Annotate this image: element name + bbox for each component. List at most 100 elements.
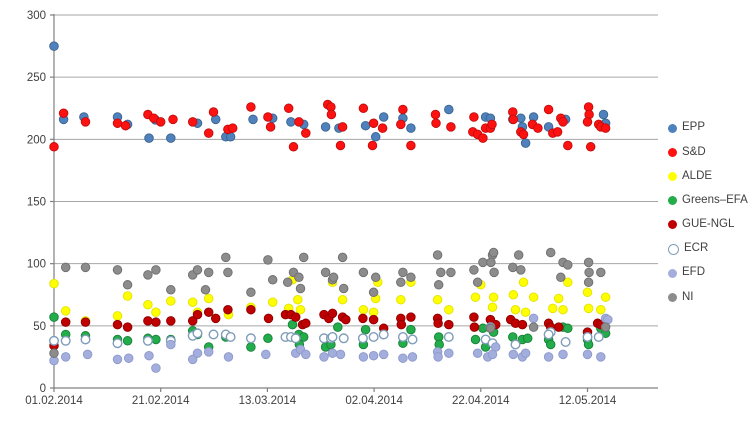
data-point-gue-ngl (301, 318, 311, 329)
data-point-ni (508, 262, 518, 273)
data-point-alde (151, 307, 161, 317)
data-point-ni (200, 285, 211, 295)
data-point-gue-ngl (192, 309, 203, 320)
data-point-ni (267, 275, 278, 285)
data-point-s-d (263, 112, 273, 122)
data-point-efd (508, 349, 519, 360)
data-point-alde (558, 304, 568, 315)
data-point-s-d (396, 119, 406, 130)
data-point-s-d (585, 142, 596, 152)
data-point-gue-ngl (433, 318, 443, 329)
data-point-ni (192, 265, 203, 275)
data-point-alde (487, 302, 498, 312)
data-point-gue-ngl (396, 319, 407, 330)
data-point-alde (583, 303, 594, 314)
data-point-ecr (338, 333, 349, 344)
data-point-s-d (227, 123, 238, 133)
data-point-gue-ngl (341, 314, 351, 325)
data-point-s-d (246, 102, 256, 112)
legend-label: EFD (682, 266, 705, 279)
data-point-ecr (582, 332, 593, 343)
legend-label: ALDE (682, 169, 713, 182)
data-point-alde (548, 303, 558, 314)
data-point-alde (49, 278, 59, 289)
data-point-gue-ngl (368, 314, 379, 325)
data-point-greens-efa (122, 336, 133, 346)
data-point-alde (143, 299, 153, 310)
data-point-s-d (288, 142, 299, 152)
data-point-efd (123, 353, 134, 363)
data-point-greens-efa (360, 324, 371, 335)
legend-item-epp: EPP (666, 116, 748, 140)
data-point-s-d (398, 104, 408, 115)
data-point-efd (487, 349, 498, 360)
data-point-ni (368, 287, 379, 298)
data-point-s-d (543, 104, 554, 115)
data-point-alde (563, 277, 573, 288)
data-point-s-d (58, 108, 69, 118)
data-point-ni (60, 262, 71, 273)
data-point-efd (444, 348, 454, 358)
data-point-efd (582, 349, 593, 360)
data-point-gue-ngl (263, 313, 274, 324)
data-point-ecr (378, 329, 389, 340)
legend-label: Greens–EFA (682, 193, 748, 206)
data-point-epp (370, 132, 381, 142)
legend-item-sd: S&D (666, 140, 748, 164)
data-point-s-d (283, 103, 294, 114)
data-point-ni (122, 280, 133, 290)
data-point-s-d (431, 118, 441, 128)
alde-marker-icon (668, 171, 677, 181)
ecr-marker-icon (668, 243, 679, 255)
data-point-ni (396, 277, 406, 288)
data-point-gue-ngl (290, 312, 301, 322)
data-point-gue-ngl (151, 317, 161, 327)
data-point-ecr (80, 334, 91, 345)
data-point-alde (396, 294, 406, 305)
data-point-ni (556, 272, 566, 283)
gue-ngl-marker-icon (668, 220, 677, 230)
data-point-gue-ngl (166, 316, 176, 326)
data-point-ni (398, 267, 408, 278)
efd-marker-icon (668, 268, 677, 278)
data-point-efd (151, 363, 161, 373)
data-point-efd (223, 352, 234, 362)
data-point-ni (563, 260, 573, 270)
data-point-efd (596, 352, 606, 362)
data-point-efd (407, 352, 418, 362)
data-point-gue-ngl (517, 319, 528, 330)
data-point-ni (489, 267, 499, 278)
data-point-efd (203, 347, 214, 357)
legend-label: NI (682, 290, 694, 303)
data-point-alde (600, 292, 611, 302)
data-point-gue-ngl (112, 319, 123, 330)
data-point-greens-efa (246, 342, 256, 352)
data-point-efd (144, 350, 154, 361)
data-point-ni (166, 285, 176, 295)
y-tick-label: 250 (27, 72, 46, 84)
data-point-epp (320, 122, 331, 132)
data-point-ecr (327, 332, 338, 343)
data-point-alde (508, 290, 519, 300)
data-point-epp (286, 117, 296, 127)
data-point-s-d (120, 120, 131, 131)
data-point-efd (398, 353, 408, 363)
data-point-s-d (563, 140, 573, 151)
data-point-gue-ngl (203, 307, 214, 317)
data-point-ni (263, 255, 273, 265)
data-point-epp (444, 104, 454, 115)
data-point-efd (335, 349, 346, 360)
data-point-alde (60, 306, 71, 316)
data-point-s-d (368, 118, 379, 128)
data-point-s-d (487, 119, 497, 130)
data-point-alde (528, 292, 539, 302)
data-point-s-d (168, 114, 178, 125)
data-point-s-d (301, 128, 311, 138)
chart-legend: EPP S&D ALDE Greens–EFA GUE-NGL ECR EFD (666, 116, 748, 310)
data-point-ni (282, 277, 293, 288)
data-point-s-d (337, 122, 348, 132)
data-point-efd (166, 339, 176, 350)
data-point-epp (360, 120, 371, 131)
data-point-s-d (265, 122, 276, 132)
